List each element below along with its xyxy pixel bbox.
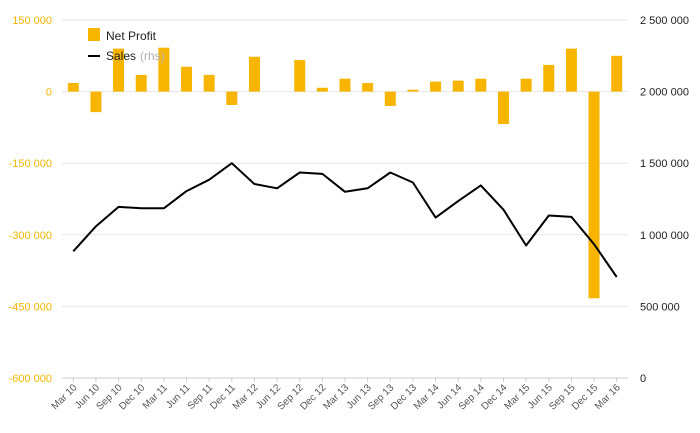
bar-net-profit (294, 60, 306, 92)
right-tick-label: 2 500 000 (640, 15, 689, 27)
legend-label-sales: Sales (rhs) (106, 49, 165, 63)
gridlines (62, 19, 628, 379)
x-tick-label: Mar 10 (50, 382, 80, 412)
bar-net-profit (430, 81, 442, 92)
right-tick-label: 2 000 000 (640, 87, 689, 99)
bar-net-profit (90, 91, 102, 113)
bar-net-profit (407, 89, 419, 92)
sales-line-layer (72, 162, 618, 278)
x-tick-label: Mar 16 (593, 382, 623, 412)
bar-net-profit (362, 83, 374, 92)
x-tick-label: Mar 11 (141, 382, 171, 412)
bar-net-profit (588, 91, 600, 299)
x-tick-label: Mar 12 (231, 382, 261, 412)
left-tick-label: -450 000 (9, 301, 52, 313)
x-tick-label: Mar 14 (412, 382, 442, 412)
x-tick-label: Mar 13 (321, 382, 351, 412)
legend-label-sales-name: Sales (106, 49, 136, 63)
legend: Net Profit Sales (rhs) (88, 28, 165, 63)
x-tick-label: Mar 15 (502, 382, 532, 412)
bar-net-profit (543, 64, 555, 92)
right-tick-label: 0 (640, 373, 646, 385)
bar-net-profit (565, 48, 577, 92)
left-tick-label: -600 000 (9, 373, 52, 385)
bar-net-profit (384, 91, 396, 106)
bar-net-profit (158, 47, 170, 92)
left-tick-label: -300 000 (9, 230, 52, 242)
x-tick-label: Dec 10 (117, 382, 147, 412)
bar-net-profit (316, 87, 328, 92)
bar-net-profit (452, 80, 464, 92)
right-tick-label: 1 000 000 (640, 230, 689, 242)
bar-net-profit (203, 74, 215, 92)
legend-swatch-net-profit (88, 28, 100, 41)
bar-net-profit (611, 55, 623, 92)
right-tick-label: 1 500 000 (640, 158, 689, 170)
left-tick-label: 0 (46, 87, 52, 99)
right-axis: 2 500 000 2 000 000 1 500 000 1 000 000 500 … (640, 15, 689, 385)
right-tick-label: 500 000 (640, 301, 680, 313)
bar-net-profit (67, 83, 79, 92)
left-tick-label: -150 000 (9, 158, 52, 170)
left-tick-label: 150 000 (12, 15, 52, 27)
bar-net-profit (135, 74, 147, 92)
sales-line (72, 162, 618, 278)
legend-label-sales-suffix: (rhs) (140, 49, 165, 63)
bar-net-profit (226, 91, 238, 105)
bar-net-profit (339, 78, 351, 92)
bar-net-profit (113, 48, 125, 92)
bar-net-profit (520, 78, 532, 92)
legend-label-net-profit: Net Profit (106, 29, 157, 43)
bar-net-profit (497, 91, 509, 125)
bar-net-profit (181, 66, 193, 92)
net-profit-bars (67, 47, 623, 299)
bar-net-profit (248, 56, 260, 92)
bar-net-profit (475, 78, 487, 92)
left-axis: 150 000 0 -150 000 -300 000 -450 000 -600 000 (9, 15, 52, 385)
